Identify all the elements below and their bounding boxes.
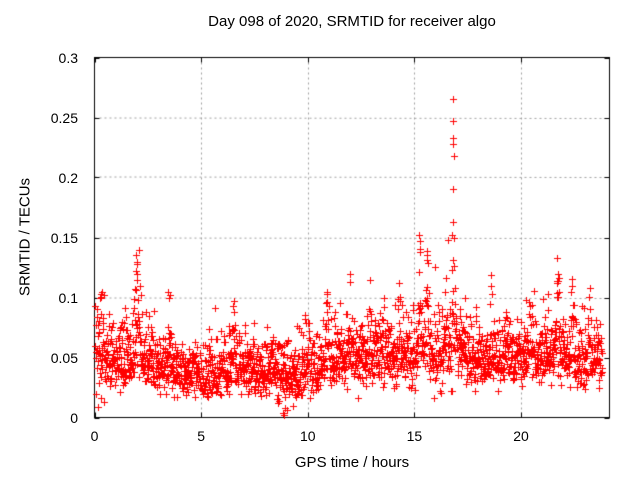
y-tick-label: 0.05 <box>50 349 78 366</box>
x-tick-label: 0 <box>90 428 99 444</box>
y-tick-label: 0.3 <box>58 49 78 66</box>
y-tick-label: 0.25 <box>50 109 78 126</box>
x-tick-label: 15 <box>406 428 423 444</box>
x-tick-label: 20 <box>513 428 529 444</box>
y-tick-label: 0.15 <box>50 229 78 246</box>
x-axis-title: GPS time / hours <box>294 454 410 471</box>
x-tick-label: 10 <box>299 428 316 444</box>
chart-title: Day 098 of 2020, SRMTID for receiver alg… <box>208 13 496 30</box>
y-tick-label: 0.2 <box>58 169 78 186</box>
x-tick-label: 5 <box>197 428 206 444</box>
y-tick-label: 0 <box>70 409 78 426</box>
y-tick-label: 0.1 <box>58 289 78 306</box>
